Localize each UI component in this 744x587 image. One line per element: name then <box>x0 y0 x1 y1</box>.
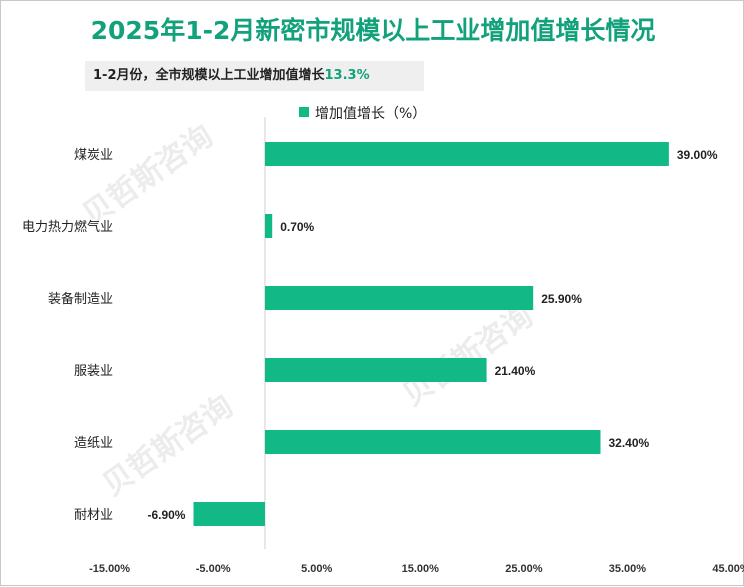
category-label: 造纸业 <box>74 436 113 451</box>
subtitle-prefix: 1-2月份，全市规模以上工业增加值增长 <box>93 68 325 83</box>
bar <box>264 142 669 166</box>
subtitle-value: 13.3% <box>324 68 370 83</box>
bar <box>264 430 601 454</box>
category-label: 服装业 <box>74 364 113 379</box>
value-label: -6.90% <box>147 508 185 522</box>
x-tick-label: -5.00% <box>196 563 231 575</box>
category-label: 耐材业 <box>74 508 113 523</box>
category-label: 电力热力燃气业 <box>22 219 113 235</box>
bar <box>264 286 534 310</box>
bar <box>264 214 273 238</box>
legend-swatch <box>299 107 309 117</box>
bar <box>193 502 265 526</box>
x-tick-label: 25.00% <box>505 563 543 575</box>
value-label: 0.70% <box>280 220 314 234</box>
x-tick-label: -15.00% <box>89 563 130 575</box>
x-tick-label: 45.00% <box>712 563 744 575</box>
category-label: 煤炭业 <box>74 148 113 163</box>
value-label: 39.00% <box>677 148 718 162</box>
chart-title: 2025年1-2月新密市规模以上工业增加值增长情况 <box>90 16 656 45</box>
x-tick-label: 15.00% <box>402 563 440 575</box>
value-label: 32.40% <box>609 436 650 450</box>
value-label: 21.40% <box>495 364 536 378</box>
x-tick-label: 5.00% <box>301 563 332 575</box>
category-label: 装备制造业 <box>48 291 113 307</box>
value-label: 25.90% <box>541 292 582 306</box>
x-tick-label: 35.00% <box>609 563 647 575</box>
bar <box>264 358 487 382</box>
legend-label: 增加值增长（%） <box>315 106 427 122</box>
chart-subtitle: 1-2月份，全市规模以上工业增加值增长13.3% <box>85 61 424 91</box>
